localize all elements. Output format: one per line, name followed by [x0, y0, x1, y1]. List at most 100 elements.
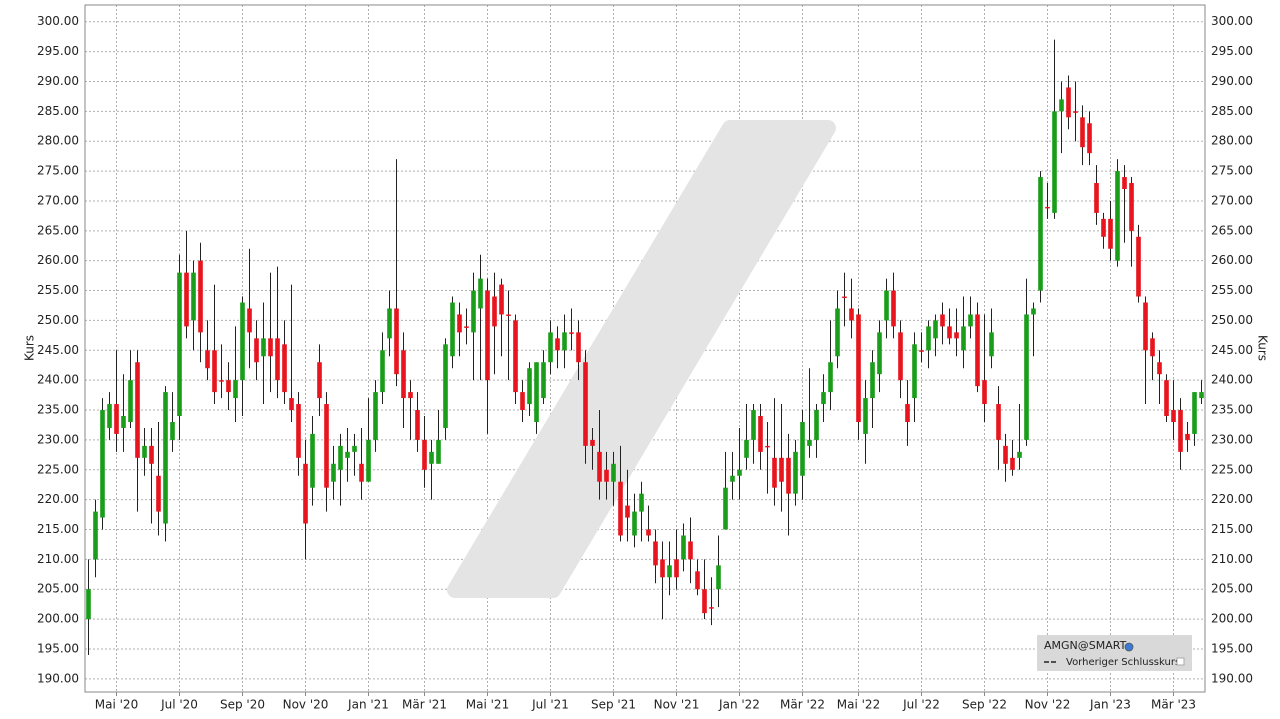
candle-body — [261, 338, 266, 357]
y2-tick-label: 190.00 — [1211, 671, 1253, 685]
candle-body — [1143, 302, 1148, 351]
x-tick-label: Jan '22 — [718, 698, 760, 712]
y-tick-label: 250.00 — [37, 313, 79, 327]
candle-body — [940, 314, 945, 327]
candle-body — [905, 404, 910, 422]
y-tick-label: 275.00 — [37, 164, 79, 178]
candle-body — [597, 451, 602, 482]
candle-body — [254, 338, 259, 363]
candle-body — [415, 410, 420, 440]
candle-body — [541, 362, 546, 399]
candle-body — [366, 439, 371, 482]
y2-tick-label: 250.00 — [1211, 313, 1253, 327]
legend-entry: Vorheriger Schlusskurs — [1066, 657, 1180, 668]
y2-tick-label: 295.00 — [1211, 44, 1253, 58]
candle-body — [632, 511, 637, 536]
candle-body — [870, 362, 875, 399]
candle-body — [1038, 177, 1043, 291]
candle-body — [275, 338, 280, 381]
candle-body — [240, 302, 245, 381]
candle-body — [1129, 183, 1134, 231]
y-tick-label: 255.00 — [37, 283, 79, 297]
candle-body — [1052, 111, 1057, 213]
y-tick-label: 200.00 — [37, 612, 79, 626]
candle-body — [975, 314, 980, 387]
candle-body — [128, 380, 133, 422]
candle-body — [786, 457, 791, 494]
y-tick-label: 265.00 — [37, 223, 79, 237]
candle-body — [163, 392, 168, 524]
y-tick-label: 245.00 — [37, 343, 79, 357]
candle-body — [653, 541, 658, 566]
candle-body — [506, 314, 511, 316]
x-tick-label: Mär '21 — [402, 698, 447, 712]
candle-body — [303, 463, 308, 524]
candle-body — [289, 398, 294, 411]
candle-body — [625, 505, 630, 518]
candle-body — [849, 308, 854, 321]
candle-body — [499, 284, 504, 315]
legend-icon — [1124, 642, 1134, 652]
x-tick-label: Nov '21 — [654, 698, 700, 712]
candle-body — [156, 475, 161, 512]
candle-body — [695, 571, 700, 590]
candle-body — [877, 332, 882, 375]
candle-body — [996, 404, 1001, 440]
candle-body — [1066, 87, 1071, 118]
y2-tick-label: 230.00 — [1211, 432, 1253, 446]
candle-body — [100, 410, 105, 518]
candle-body — [639, 493, 644, 512]
candle-body — [471, 290, 476, 333]
candle-body — [345, 451, 350, 458]
x-tick-label: Jan '21 — [347, 698, 389, 712]
y2-tick-label: 225.00 — [1211, 462, 1253, 476]
candle-body — [758, 416, 763, 452]
candle-body — [562, 332, 567, 351]
candle-body — [779, 457, 784, 482]
candle-body — [1010, 457, 1015, 470]
y2-tick-label: 235.00 — [1211, 403, 1253, 417]
candle-body — [926, 326, 931, 351]
candle-body — [149, 445, 154, 464]
candle-body — [604, 469, 609, 482]
candle-body — [884, 290, 889, 321]
y2-tick-label: 200.00 — [1211, 612, 1253, 626]
y-tick-label: 235.00 — [37, 403, 79, 417]
candle-body — [86, 589, 91, 620]
candle-body — [835, 308, 840, 357]
candle-body — [485, 290, 490, 381]
x-tick-label: Mai '22 — [837, 698, 880, 712]
candle-body — [527, 368, 532, 405]
y-tick-label: 215.00 — [37, 522, 79, 536]
candle-body — [1185, 433, 1190, 440]
candle-body — [569, 332, 574, 334]
candle-body — [982, 380, 987, 405]
candle-body — [1136, 236, 1141, 297]
candle-body — [1087, 123, 1092, 154]
y2-tick-label: 205.00 — [1211, 582, 1253, 596]
candle-body — [436, 439, 441, 464]
candle-body — [373, 392, 378, 440]
candle-body — [555, 338, 560, 351]
y2-axis-label: Kurs — [1256, 335, 1270, 361]
legend-box — [1037, 635, 1192, 671]
y-tick-label: 195.00 — [37, 641, 79, 655]
y2-tick-label: 210.00 — [1211, 552, 1253, 566]
y-tick-label: 270.00 — [37, 193, 79, 207]
candle-body — [226, 380, 231, 393]
y-tick-label: 280.00 — [37, 134, 79, 148]
legend-entry: AMGN@SMART — [1044, 639, 1127, 652]
candle-body — [667, 565, 672, 578]
candle-body — [730, 475, 735, 482]
candle-body — [646, 529, 651, 536]
candle-body — [1094, 183, 1099, 213]
candle-body — [492, 296, 497, 327]
y2-tick-label: 240.00 — [1211, 373, 1253, 387]
y2-tick-label: 285.00 — [1211, 104, 1253, 118]
y-axis-label: Kurs — [23, 335, 37, 361]
y2-tick-label: 290.00 — [1211, 74, 1253, 88]
candle-body — [394, 308, 399, 375]
candle-body — [919, 350, 924, 352]
candle-body — [268, 338, 273, 357]
